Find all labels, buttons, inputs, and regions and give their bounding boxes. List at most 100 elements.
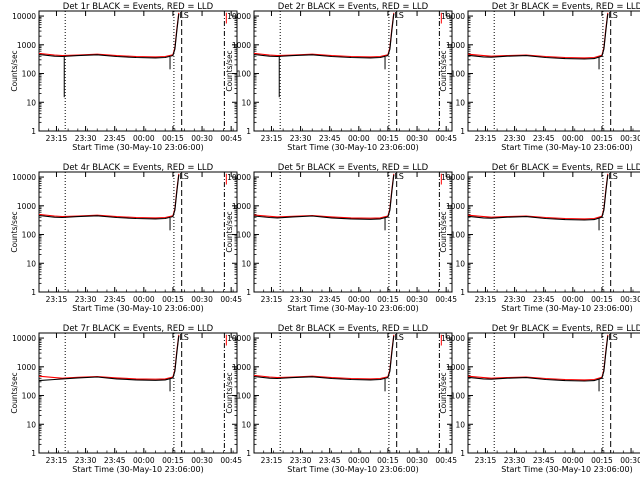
annotation-label: LS xyxy=(394,333,404,342)
x-axis-label: Start Time (30-May-10 23:06:00) xyxy=(501,465,632,474)
x-tick-label: 23:15 xyxy=(475,134,497,143)
x-tick-label: 00:15 xyxy=(377,456,399,465)
x-tick-label: 00:00 xyxy=(562,134,584,143)
y-tick-label: 1 xyxy=(31,449,36,458)
y-tick-label: 100 xyxy=(237,70,252,79)
plot-frame xyxy=(38,332,238,454)
y-tick-label: 100 xyxy=(237,231,252,240)
series-line-events xyxy=(253,174,395,220)
y-tick-label: 10 xyxy=(241,259,251,268)
chart-panel-8: Det 8r BLACK = Events, RED = LLD 1 10 100 10… xyxy=(225,324,457,474)
series-line-events xyxy=(38,13,180,59)
x-tick-label: 23:45 xyxy=(319,456,341,465)
y-axis-label: Counts/sec xyxy=(10,372,19,413)
x-tick-label: 23:45 xyxy=(533,295,555,304)
x-tick-label: 00:30 xyxy=(620,456,640,465)
x-tick-label: 23:30 xyxy=(75,295,97,304)
y-tick-label: 100 xyxy=(22,231,37,240)
x-tick-label: 00:30 xyxy=(406,456,428,465)
y-tick-label: 1000 xyxy=(446,41,465,50)
y-tick-label: 10 xyxy=(26,420,36,429)
series-line-lld xyxy=(467,173,609,220)
x-tick-label: 00:00 xyxy=(348,134,370,143)
x-axis-label: Start Time (30-May-10 23:06:00) xyxy=(287,143,418,152)
chart-title: Det 1r BLACK = Events, RED = LLD xyxy=(63,2,214,12)
y-tick-label: 10 xyxy=(455,420,465,429)
y-tick-label: 1000 xyxy=(232,202,251,211)
series-line-lld xyxy=(38,334,180,380)
y-tick-label: 1000 xyxy=(17,41,36,50)
series-line-events xyxy=(467,13,609,60)
x-tick-label: 00:15 xyxy=(162,456,184,465)
chart-panel-5: Det 5r BLACK = Events, RED = LLD 1 10 100 10… xyxy=(225,163,457,313)
x-tick-label: 00:15 xyxy=(591,456,613,465)
y-tick-label: 100 xyxy=(451,392,466,401)
y-tick-label: 100 xyxy=(451,70,466,79)
plot-frame xyxy=(467,332,640,454)
x-tick-label: 23:30 xyxy=(75,134,97,143)
chart-title: Det 6r BLACK = Events, RED = LLD xyxy=(492,163,640,173)
y-tick-label: 10 xyxy=(455,98,465,107)
y-tick-label: 10 xyxy=(241,420,251,429)
series-line-events xyxy=(253,335,395,381)
y-tick-label: 10000 xyxy=(12,334,36,343)
x-tick-label: 23:45 xyxy=(319,134,341,143)
y-tick-label: 1 xyxy=(460,288,465,297)
plot-frame xyxy=(38,10,238,132)
y-tick-label: 1 xyxy=(246,127,251,136)
series-line-events xyxy=(38,335,180,382)
y-tick-label: 10000 xyxy=(441,12,465,21)
x-tick-label: 23:15 xyxy=(46,134,68,143)
annotation-label: LS xyxy=(394,172,404,181)
y-tick-label: 10000 xyxy=(227,173,251,182)
chart-panel-2: Det 2r BLACK = Events, RED = LLD 1 10 100 10… xyxy=(225,2,457,152)
x-tick-label: 00:30 xyxy=(406,134,428,143)
y-tick-label: 1 xyxy=(246,288,251,297)
plot-frame xyxy=(253,332,453,454)
chart-panel-7: Det 7r BLACK = Events, RED = LLD 1 10 100 10… xyxy=(10,324,242,474)
x-tick-label: 00:45 xyxy=(435,134,457,143)
x-tick-label: 00:45 xyxy=(435,456,457,465)
x-tick-label: 00:30 xyxy=(406,295,428,304)
y-axis-label: Counts/sec xyxy=(439,372,448,413)
y-tick-label: 1000 xyxy=(232,41,251,50)
series-line-events xyxy=(467,335,609,382)
x-tick-label: 23:15 xyxy=(261,456,283,465)
x-tick-label: 00:00 xyxy=(562,295,584,304)
y-tick-label: 100 xyxy=(451,231,466,240)
chart-title: Det 7r BLACK = Events, RED = LLD xyxy=(63,324,214,334)
x-tick-label: 00:00 xyxy=(348,456,370,465)
x-axis-label: Start Time (30-May-10 23:06:00) xyxy=(501,304,632,313)
x-tick-label: 00:30 xyxy=(191,295,213,304)
x-tick-label: 00:15 xyxy=(591,295,613,304)
y-tick-label: 10000 xyxy=(227,12,251,21)
x-tick-label: 00:30 xyxy=(620,295,640,304)
x-tick-label: 23:45 xyxy=(104,134,126,143)
plot-frame xyxy=(253,171,453,293)
x-tick-label: 23:45 xyxy=(319,295,341,304)
y-tick-label: 1000 xyxy=(232,363,251,372)
x-tick-label: 00:00 xyxy=(133,134,155,143)
y-axis-label: Counts/sec xyxy=(10,50,19,91)
chart-panel-1: Det 1r BLACK = Events, RED = LLD 1 10 100 10… xyxy=(10,2,242,152)
x-tick-label: 23:15 xyxy=(46,295,68,304)
x-axis-label: Start Time (30-May-10 23:06:00) xyxy=(287,304,418,313)
x-axis-label: Start Time (30-May-10 23:06:00) xyxy=(72,304,203,313)
x-tick-label: 23:30 xyxy=(504,456,526,465)
x-tick-label: 00:30 xyxy=(191,456,213,465)
x-tick-label: 00:30 xyxy=(620,134,640,143)
series-line-lld xyxy=(467,12,609,59)
y-tick-label: 1000 xyxy=(17,363,36,372)
y-tick-label: 1 xyxy=(460,127,465,136)
x-tick-label: 00:45 xyxy=(435,295,457,304)
plot-frame xyxy=(467,10,640,132)
chart-title: Det 5r BLACK = Events, RED = LLD xyxy=(278,163,429,173)
x-tick-label: 23:30 xyxy=(75,456,97,465)
y-tick-label: 10000 xyxy=(227,334,251,343)
y-axis-label: Counts/sec xyxy=(225,50,234,91)
x-tick-label: 23:30 xyxy=(290,134,312,143)
plot-frame xyxy=(467,171,640,293)
x-tick-label: 23:15 xyxy=(261,295,283,304)
y-axis-label: Counts/sec xyxy=(439,211,448,252)
x-tick-label: 00:45 xyxy=(220,134,242,143)
